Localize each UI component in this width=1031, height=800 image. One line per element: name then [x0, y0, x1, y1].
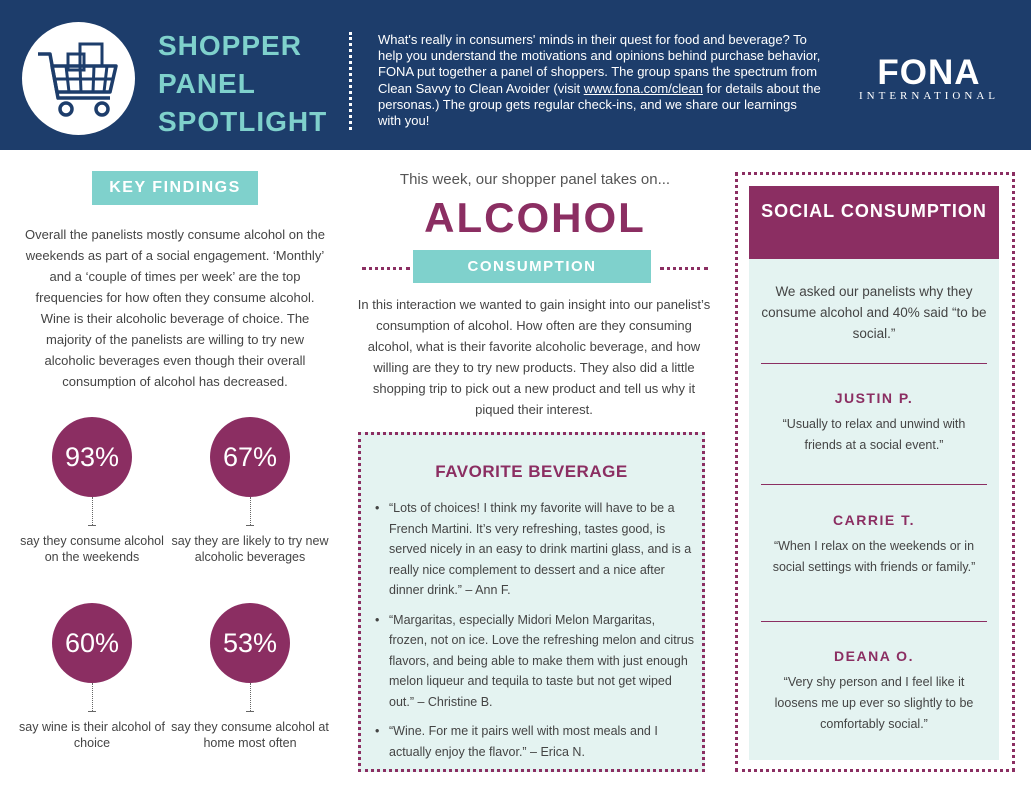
- stat-connector: [91, 683, 93, 711]
- stat-value: 67%: [210, 417, 290, 497]
- stat-label: say wine is their alcohol of choice: [19, 720, 165, 750]
- favorite-quotes: • “Lots of choices! I think my favorite w…: [375, 498, 695, 771]
- stat-label: say they are likely to try new alcoholic…: [171, 534, 329, 564]
- stat-connector-cap: [246, 711, 254, 712]
- topic-title: ALCOHOL: [424, 194, 646, 241]
- list-item: • “Margaritas, especially Midori Melon Ma…: [375, 610, 695, 713]
- quote-text: “Wine. For me it pairs well with most me…: [389, 724, 658, 759]
- bullet-icon: •: [375, 724, 380, 738]
- intro-text-b: for details about the personas.) The gro…: [378, 80, 821, 129]
- fona-logo: FONA INTERNATIONAL: [858, 53, 1000, 103]
- stat-connector-cap: [88, 525, 96, 526]
- title-line-3: SPOTLIGHT: [158, 106, 328, 137]
- favorite-beverage-box: FAVORITE BEVERAGE • “Lots of choices! I t…: [358, 432, 705, 772]
- stat-try-new: 67% say they are likely to try new alcoh…: [170, 417, 330, 565]
- panelist-name: CARRIE T.: [833, 512, 915, 528]
- interaction-text: In this interaction we wanted to gain in…: [357, 297, 711, 417]
- stat-connector: [249, 497, 251, 525]
- key-findings-label: KEY FINDINGS: [92, 171, 258, 205]
- panelist-name: DEANA O.: [834, 648, 914, 664]
- panelist-quote: “When I relax on the weekends or in soci…: [772, 539, 976, 574]
- separator: [761, 621, 987, 622]
- social-consumption-title: SOCIAL CONSUMPTION: [749, 186, 999, 259]
- stat-label: say they consume alcohol at home most of…: [171, 720, 329, 750]
- header-divider: [349, 32, 352, 130]
- list-item: • “Lots of choices! I think my favorite w…: [375, 498, 695, 601]
- bullet-icon: •: [375, 612, 380, 627]
- spotlight-title: SHOPPER PANEL SPOTLIGHT: [158, 27, 327, 141]
- title-line-2: PANEL: [158, 68, 256, 99]
- social-intro: We asked our panelists why they consume …: [761, 284, 987, 341]
- fona-clean-link[interactable]: www.fona.com/clean: [583, 80, 703, 96]
- title-line-1: SHOPPER: [158, 30, 302, 61]
- panelist-name: JUSTIN P.: [834, 390, 914, 406]
- list-item: • “Wine. For me it pairs well with most m…: [375, 721, 695, 762]
- logo-main: FONA: [877, 53, 981, 92]
- shopping-cart-icon: [38, 42, 118, 117]
- panelist-deana: DEANA O. “Very shy person and I feel lik…: [749, 648, 999, 735]
- dotted-rule-right: [660, 267, 708, 270]
- panelist-quote: “Very shy person and I feel like it loos…: [774, 675, 974, 731]
- separator: [761, 363, 987, 364]
- stat-at-home: 53% say they consume alcohol at home mos…: [170, 603, 330, 751]
- stat-wine: 60% say wine is their alcohol of choice: [12, 603, 172, 751]
- topic-column: This week, our shopper panel takes on...…: [340, 150, 730, 800]
- quote-text: “Lots of choices! I think my favorite wi…: [389, 501, 692, 597]
- stat-value: 93%: [52, 417, 132, 497]
- intro-text-a: What's really in consumers' minds in the…: [378, 32, 821, 96]
- key-findings-column: KEY FINDINGS Overall the panelists mostl…: [0, 150, 340, 800]
- quote-text: “Margaritas, especially Midori Melon Mar…: [389, 612, 695, 709]
- stat-connector: [91, 497, 93, 525]
- favorite-beverage-title: FAVORITE BEVERAGE: [435, 462, 628, 481]
- social-consumption-frame: SOCIAL CONSUMPTION We asked our panelist…: [735, 172, 1015, 772]
- stat-connector-cap: [246, 525, 254, 526]
- stat-connector: [249, 683, 251, 711]
- separator: [761, 484, 987, 485]
- stat-value: 60%: [52, 603, 132, 683]
- this-week-heading: This week, our shopper panel takes on...: [399, 171, 671, 188]
- header-intro: What's really in consumers' minds in the…: [378, 32, 823, 129]
- dotted-rule-left: [362, 267, 410, 270]
- panelist-carrie: CARRIE T. “When I relax on the weekends …: [749, 512, 999, 578]
- bullet-icon: •: [375, 501, 380, 515]
- panelist-quote: “Usually to relax and unwind with friend…: [782, 417, 966, 452]
- stat-connector-cap: [88, 711, 96, 712]
- stat-label: say they consume alcohol on the weekends: [20, 534, 164, 564]
- header-banner: SHOPPER PANEL SPOTLIGHT What's really in…: [0, 0, 1031, 150]
- cart-badge: [22, 22, 135, 135]
- logo-sub: INTERNATIONAL: [859, 90, 999, 102]
- stat-value: 53%: [210, 603, 290, 683]
- social-consumption-panel: SOCIAL CONSUMPTION We asked our panelist…: [749, 186, 999, 760]
- panelist-justin: JUSTIN P. “Usually to relax and unwind w…: [749, 390, 999, 456]
- key-findings-text: Overall the panelists mostly consume alc…: [25, 227, 325, 389]
- subtopic-label: CONSUMPTION: [413, 250, 651, 283]
- stat-weekend: 93% say they consume alcohol on the week…: [12, 417, 172, 565]
